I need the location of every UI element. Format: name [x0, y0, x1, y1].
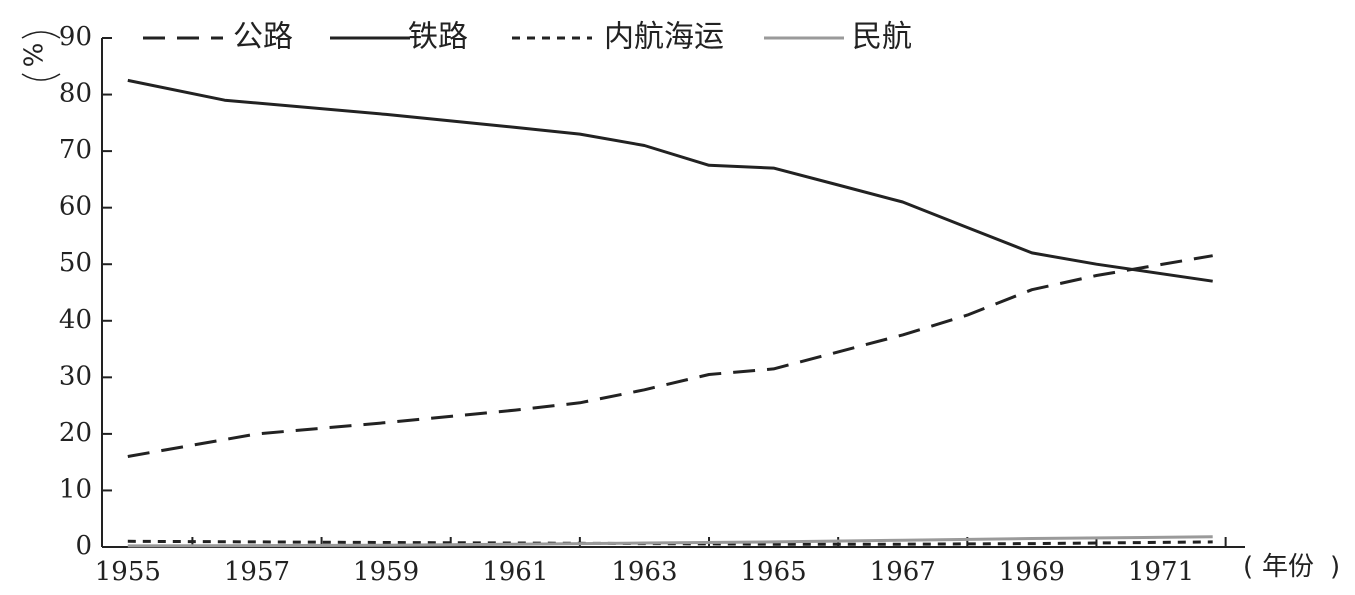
x-axis-label-paren-close: ) — [1330, 552, 1340, 582]
series-line-3 — [127, 535, 1213, 548]
series-line-1 — [127, 78, 1213, 283]
x-tick-label: 1967 — [870, 557, 936, 587]
y-tick-label: 0 — [75, 531, 92, 561]
x-tick-label: 1965 — [741, 557, 807, 587]
y-tick-label: 30 — [59, 361, 92, 391]
series-layer — [127, 78, 1213, 548]
x-axis-ticks: 1955 1957 1959 1961 1963 1965 1967 1969 1971 — [95, 537, 1227, 587]
legend-label-1: 铁路 — [408, 20, 468, 55]
y-tick-label: 80 — [59, 79, 92, 109]
y-tick-label: 40 — [59, 305, 92, 335]
x-tick-label: 1961 — [482, 557, 548, 587]
x-tick-label: 1959 — [353, 557, 419, 587]
legend: 公路 铁路 内航海运 民航 — [143, 20, 912, 55]
y-axis-label: % — [17, 43, 47, 68]
x-tick-label: 1955 — [95, 557, 161, 587]
series-line-0 — [127, 254, 1213, 458]
x-tick-label: 1957 — [224, 557, 290, 587]
legend-label-0: 公路 — [233, 20, 293, 55]
y-axis-label-paren-bottom — [21, 73, 61, 81]
x-axis-label: 年份 — [1262, 552, 1314, 582]
y-axis-label-paren-top — [21, 31, 61, 39]
y-tick-label: 90 — [59, 22, 92, 52]
x-axis-label-paren-open: ( — [1243, 552, 1253, 582]
x-tick-label: 1971 — [1128, 557, 1194, 587]
y-axis-ticks: 0 10 20 30 40 50 60 70 80 90 — [59, 22, 112, 561]
x-tick-label: 1963 — [611, 557, 677, 587]
legend-label-2: 内航海运 — [604, 20, 724, 55]
y-tick-label: 70 — [59, 135, 92, 165]
y-tick-label: 10 — [59, 474, 92, 504]
y-tick-label: 60 — [59, 192, 92, 222]
legend-label-3: 民航 — [852, 20, 912, 55]
x-tick-label: 1969 — [999, 557, 1065, 587]
y-tick-label: 20 — [59, 418, 92, 448]
y-tick-label: 50 — [59, 248, 92, 278]
